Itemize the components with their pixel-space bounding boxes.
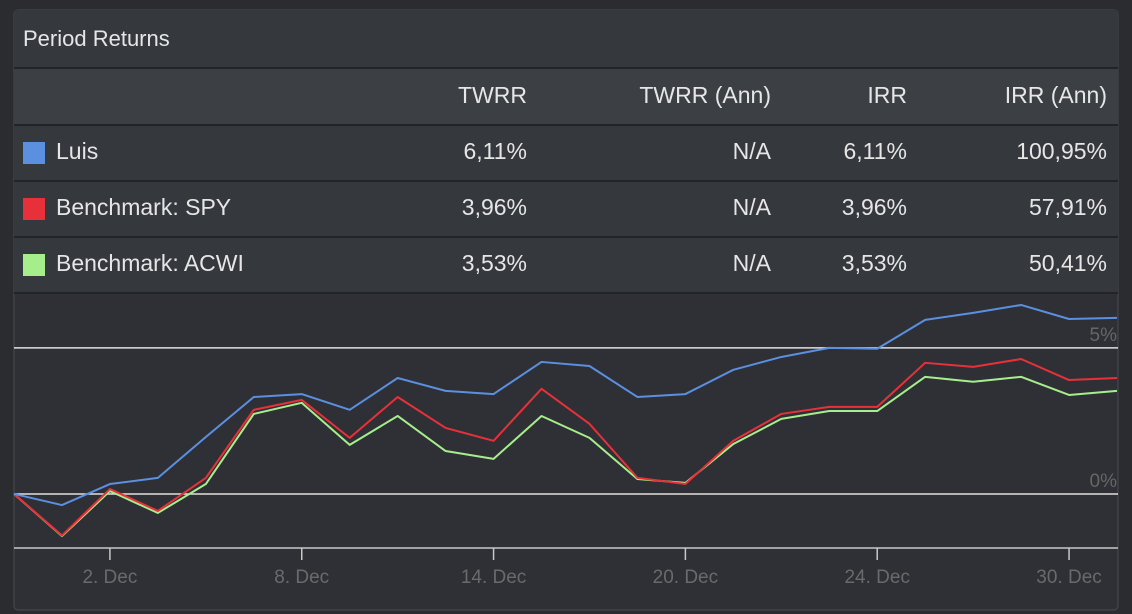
cell: 3,96% xyxy=(842,194,907,220)
table-header xyxy=(14,68,1118,125)
table-row xyxy=(14,125,1118,181)
color-swatch xyxy=(23,254,45,276)
cell: N/A xyxy=(733,194,772,220)
title-bar xyxy=(14,10,1118,68)
row-name: Benchmark: SPY xyxy=(56,194,231,220)
x-tick-label: 24. Dec xyxy=(844,567,909,588)
column-header: TWRR (Ann) xyxy=(639,82,771,108)
chart: 0% 5% 2. Dec 8. Dec 14. Dec 20. Dec 24. Dec 30.… xyxy=(13,303,1118,588)
x-tick-label: 14. Dec xyxy=(461,567,526,588)
x-tick-label: 30. Dec xyxy=(1036,567,1101,588)
panel-title: Period Returns xyxy=(23,26,170,51)
column-header: IRR (Ann) xyxy=(1005,82,1107,108)
y-tick-label: 5% xyxy=(1090,325,1118,346)
cell: N/A xyxy=(733,250,772,276)
series-line xyxy=(13,303,1118,507)
cell: 50,41% xyxy=(1029,250,1107,276)
column-header: IRR xyxy=(867,82,907,108)
cell: 3,96% xyxy=(462,194,527,220)
table: TWRR TWRR (Ann) IRR IRR (Ann) Luis 6,11% N/A 6,… xyxy=(14,82,1118,294)
table-row xyxy=(14,181,1118,237)
x-tick-label: 20. Dec xyxy=(653,567,718,588)
y-tick-label: 0% xyxy=(1090,471,1118,492)
cell: 6,11% xyxy=(843,138,907,164)
x-tick-label: 8. Dec xyxy=(274,567,329,588)
color-swatch xyxy=(23,142,45,164)
x-tick-label: 2. Dec xyxy=(82,567,137,588)
cell: N/A xyxy=(733,138,772,164)
series-line xyxy=(13,375,1118,538)
series-line xyxy=(13,358,1118,537)
table-row xyxy=(14,237,1118,293)
cell: 6,11% xyxy=(463,138,527,164)
cell: 57,91% xyxy=(1029,194,1107,220)
cell: 3,53% xyxy=(842,250,907,276)
cell: 3,53% xyxy=(462,250,527,276)
row-name: Luis xyxy=(56,138,98,164)
column-header: TWRR xyxy=(458,82,527,108)
cell: 100,95% xyxy=(1016,138,1107,164)
color-swatch xyxy=(23,198,45,220)
row-name: Benchmark: ACWI xyxy=(56,250,244,276)
